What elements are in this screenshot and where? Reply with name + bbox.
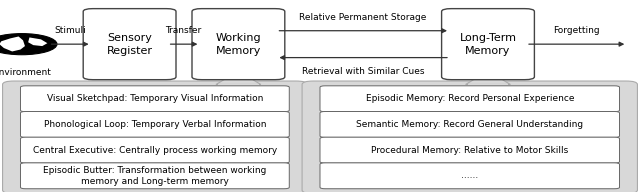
FancyBboxPatch shape xyxy=(320,163,620,189)
FancyBboxPatch shape xyxy=(20,137,289,163)
Text: Environment: Environment xyxy=(0,68,51,77)
Text: Visual Sketchpad: Temporary Visual Information: Visual Sketchpad: Temporary Visual Infor… xyxy=(47,94,263,103)
FancyBboxPatch shape xyxy=(192,9,285,80)
Text: Procedural Memory: Relative to Motor Skills: Procedural Memory: Relative to Motor Ski… xyxy=(371,146,568,155)
Text: Semantic Memory: Record General Understanding: Semantic Memory: Record General Understa… xyxy=(356,120,583,129)
Text: Transfer: Transfer xyxy=(166,26,202,35)
Polygon shape xyxy=(218,84,259,85)
Text: Episodic Memory: Record Personal Experience: Episodic Memory: Record Personal Experie… xyxy=(365,94,574,103)
Text: Retrieval with Similar Cues: Retrieval with Similar Cues xyxy=(301,67,424,75)
Text: Long-Term
Memory: Long-Term Memory xyxy=(460,33,516,56)
FancyBboxPatch shape xyxy=(442,9,534,80)
FancyBboxPatch shape xyxy=(20,86,289,112)
FancyBboxPatch shape xyxy=(20,112,289,137)
FancyBboxPatch shape xyxy=(320,86,620,112)
Text: Working
Memory: Working Memory xyxy=(216,33,261,56)
FancyBboxPatch shape xyxy=(83,9,176,80)
Polygon shape xyxy=(466,71,511,84)
Polygon shape xyxy=(0,36,25,51)
Text: Relative Permanent Storage: Relative Permanent Storage xyxy=(299,13,427,22)
Text: Central Executive: Centrally process working memory: Central Executive: Centrally process wor… xyxy=(33,146,277,155)
Text: Forgetting: Forgetting xyxy=(553,26,599,35)
Polygon shape xyxy=(467,84,509,85)
Text: Stimuli: Stimuli xyxy=(54,26,86,35)
Polygon shape xyxy=(28,37,47,46)
Polygon shape xyxy=(216,71,261,84)
FancyBboxPatch shape xyxy=(20,163,289,189)
FancyBboxPatch shape xyxy=(302,81,637,192)
FancyBboxPatch shape xyxy=(320,112,620,137)
Text: Phonological Loop: Temporary Verbal Information: Phonological Loop: Temporary Verbal Info… xyxy=(44,120,266,129)
Text: Episodic Butter: Transformation between working
memory and Long-term memory: Episodic Butter: Transformation between … xyxy=(43,166,267,186)
Circle shape xyxy=(0,34,57,55)
Text: Sensory
Register: Sensory Register xyxy=(107,33,152,56)
Text: ......: ...... xyxy=(461,171,478,180)
FancyBboxPatch shape xyxy=(3,81,307,192)
FancyBboxPatch shape xyxy=(320,137,620,163)
